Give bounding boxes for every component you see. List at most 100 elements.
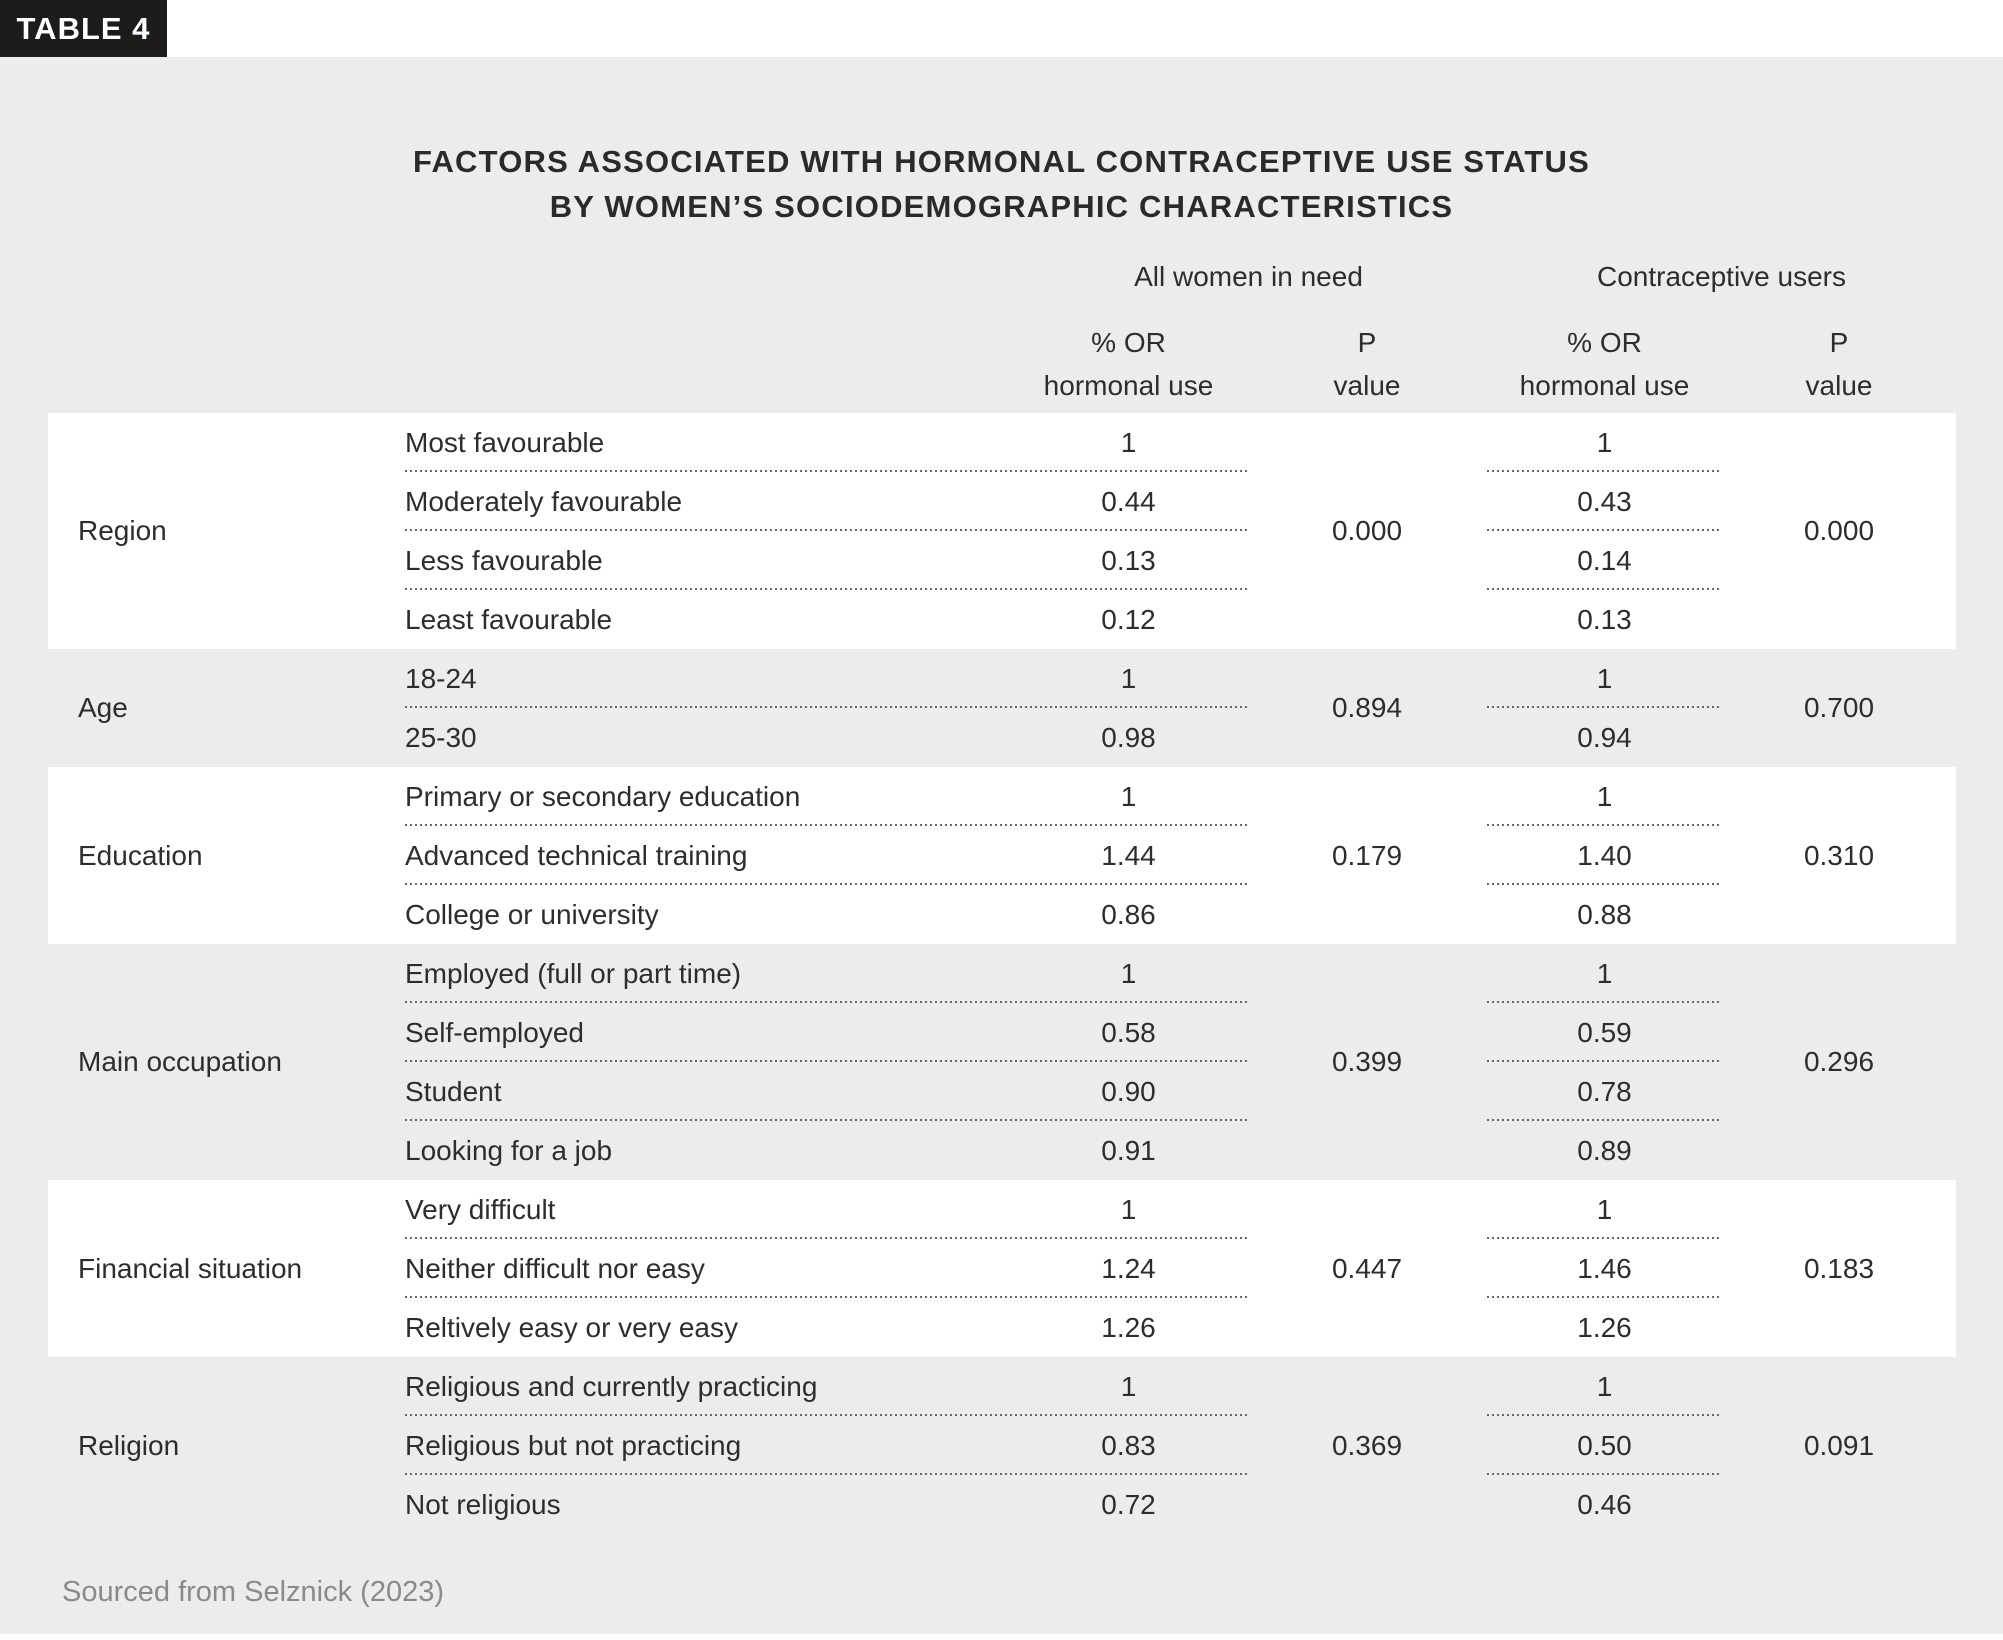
all-women-p-value: 0.447 [1331,1252,1403,1284]
table-row: Most favourable 1 [405,413,1247,472]
subheader-users-or-line1: % OR [1567,327,1642,358]
factor-label: Education [78,839,203,871]
all-women-p-value: 0.369 [1331,1429,1403,1461]
table-row: 0.43 [1487,472,1722,531]
users-or-value: 0.46 [1577,1488,1632,1520]
table-row: Religious but not practicing 0.83 [405,1416,1247,1475]
all-women-or-value: 1 [1120,1193,1137,1225]
users-rows: 1 0.94 [1487,649,1722,767]
category-and-all-women-rows: Most favourable 1 Moderately favourable 0.4… [405,413,1247,649]
all-women-or-value: 1 [1120,662,1137,694]
table-row: 0.14 [1487,531,1722,590]
factor-label: Region [78,515,167,546]
table-title-line2: BY WOMEN’S SOCIODEMOGRAPHIC CHARACTERIST… [549,189,1454,224]
users-rows: 1 1.46 1.26 [1487,1180,1722,1357]
table-row: Religious and currently practicing 1 [405,1357,1247,1416]
table-title-line1: FACTORS ASSOCIATED WITH HORMONAL CONTRAC… [413,144,1590,179]
table-row: College or university 0.86 [405,885,1247,944]
users-or-value: 1 [1596,426,1613,458]
category-label: Student [405,1075,502,1107]
users-or-value: 0.13 [1577,603,1632,635]
table-row: Looking for a job 0.91 [405,1121,1247,1180]
table-row: 25-30 0.98 [405,708,1247,767]
subheader-all-women-or-line2: hormonal use [1043,370,1214,401]
users-or-value: 0.89 [1577,1134,1632,1166]
table-row: Advanced technical training 1.44 [405,826,1247,885]
subheader-all-women-or-line1: % OR [1091,327,1166,358]
category-label: College or university [405,898,659,930]
table-row: 0.89 [1487,1121,1722,1180]
all-women-or-value: 0.13 [1101,544,1156,576]
table-number-label: TABLE 4 [16,10,151,46]
table-row: 1.46 [1487,1239,1722,1298]
category-label: Looking for a job [405,1134,613,1166]
users-or-value: 1.46 [1577,1252,1632,1284]
users-or-value: 0.88 [1577,898,1632,930]
table-row: 1 [1487,1357,1722,1416]
table-row: 0.46 [1487,1475,1722,1534]
all-women-p-value: 0.894 [1331,692,1403,723]
category-label: Moderately favourable [405,485,683,517]
table-row: Student 0.90 [405,1062,1247,1121]
table-row: 1 [1487,1180,1722,1239]
table-row: 1.26 [1487,1298,1722,1357]
table-row: Self-employed 0.58 [405,1003,1247,1062]
factor-group-age: Age 18-24 1 25-30 0.98 0.894 1 0.94 0.700 [48,649,1956,767]
table-row: 18-24 1 [405,649,1247,708]
users-or-value: 1 [1596,662,1613,694]
subheader-all-women-or: % OR hormonal use [1010,321,1247,407]
all-women-or-value: 0.44 [1101,485,1156,517]
users-rows: 1 0.43 0.14 0.13 [1487,413,1722,649]
users-p-value: 0.183 [1803,1252,1875,1284]
factor-group-region: Region Most favourable 1 Moderately favoura… [48,413,1956,649]
users-p-value: 0.296 [1803,1046,1875,1077]
category-label: Reltively easy or very easy [405,1311,739,1343]
subheader-all-women-p: P value [1247,321,1487,407]
table-row: Primary or secondary education 1 [405,767,1247,826]
users-rows: 1 1.40 0.88 [1487,767,1722,944]
all-women-or-value: 0.58 [1101,1016,1156,1048]
category-and-all-women-rows: Very difficult 1 Neither difficult nor eas… [405,1180,1247,1357]
users-p-value: 0.091 [1803,1429,1875,1461]
table-row: 1.40 [1487,826,1722,885]
column-group-all-women: All women in need [1134,261,1363,292]
category-label: Employed (full or part time) [405,957,742,989]
category-label: Primary or secondary education [405,780,801,812]
table-panel: FACTORS ASSOCIATED WITH HORMONAL CONTRAC… [0,57,2003,1634]
all-women-or-value: 0.72 [1101,1488,1156,1520]
table-title: FACTORS ASSOCIATED WITH HORMONAL CONTRAC… [0,57,2003,229]
table-row: 0.94 [1487,708,1722,767]
subheader-spacer-category [405,321,1010,407]
factor-label: Financial situation [78,1252,303,1284]
users-or-value: 1 [1596,1193,1613,1225]
users-p-value: 0.700 [1803,692,1875,723]
category-label: Neither difficult nor easy [405,1252,705,1284]
category-label: 18-24 [405,662,477,694]
factor-group-financial-situation: Financial situation Very difficult 1 Neithe… [48,1180,1956,1357]
users-or-value: 1 [1596,957,1613,989]
subheader-all-women-p-line2: value [1333,370,1401,401]
all-women-or-value: 1 [1120,957,1137,989]
category-and-all-women-rows: Primary or secondary education 1 Advanced … [405,767,1247,944]
users-or-value: 1.26 [1577,1311,1632,1343]
source-note: Sourced from Selznick (2023) [62,1576,444,1608]
table-row: 1 [1487,767,1722,826]
users-or-value: 0.14 [1577,544,1632,576]
factor-label: Religion [78,1429,180,1461]
users-rows: 1 0.59 0.78 0.89 [1487,944,1722,1180]
category-label: Very difficult [405,1193,556,1225]
subheader-all-women-p-line1: P [1357,327,1377,358]
table-row: Least favourable 0.12 [405,590,1247,649]
category-label: 25-30 [405,721,477,753]
subheader-users-p-line2: value [1805,370,1873,401]
column-group-contraceptive-users: Contraceptive users [1596,261,1846,292]
users-or-value: 0.59 [1577,1016,1632,1048]
all-women-or-value: 0.83 [1101,1429,1156,1461]
all-women-or-value: 1 [1120,1370,1137,1402]
subheader-users-or: % OR hormonal use [1487,321,1722,407]
column-subheader-row: % OR hormonal use P value % OR hormonal … [48,321,1956,407]
subheader-spacer-factor [48,321,405,407]
category-label: Religious but not practicing [405,1429,742,1461]
users-p-value: 0.310 [1803,839,1875,871]
